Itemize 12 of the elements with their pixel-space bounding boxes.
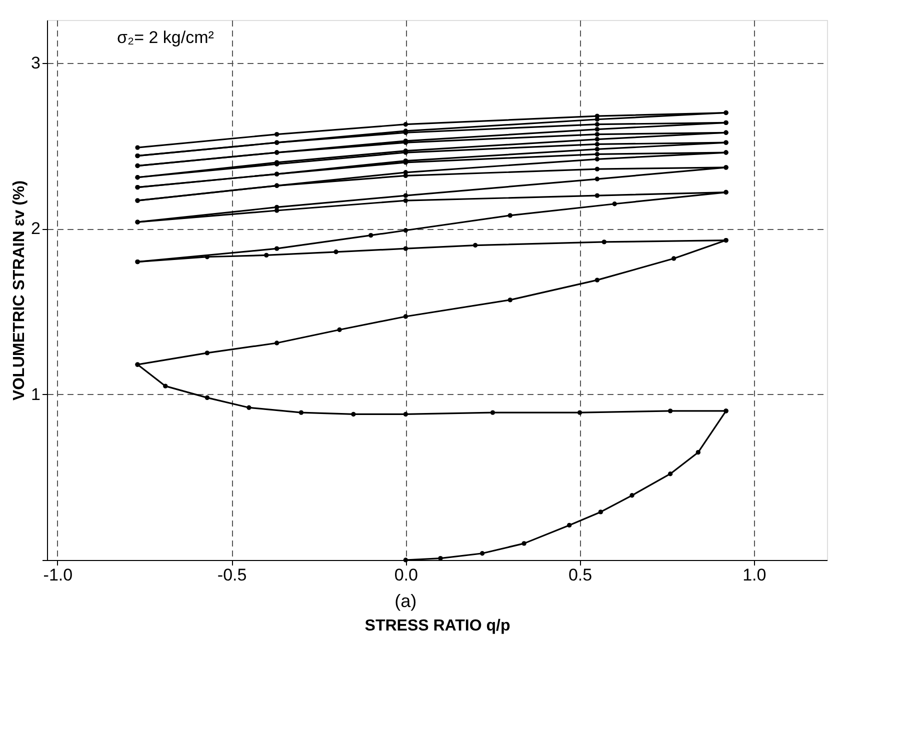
x-tick-label: 1.0	[742, 566, 766, 584]
x-axis-title: STRESS RATIO q/p	[364, 618, 510, 634]
y-tick-label: 2	[31, 219, 40, 238]
y-axis-title: VOLUMETRIC STRAIN εv (%)	[11, 180, 28, 401]
annotation: σ₂= 2 kg/cm²	[117, 28, 214, 47]
y-tick-label: 1	[31, 384, 40, 404]
text: (a)	[394, 591, 417, 611]
x-tick-label: -1.0	[43, 566, 73, 584]
x-tick-label: -0.5	[217, 566, 247, 584]
x-tick-label: 0.5	[568, 566, 592, 584]
y-tick-label: 3	[31, 54, 40, 73]
x-tick-label: 0.0	[394, 566, 418, 584]
